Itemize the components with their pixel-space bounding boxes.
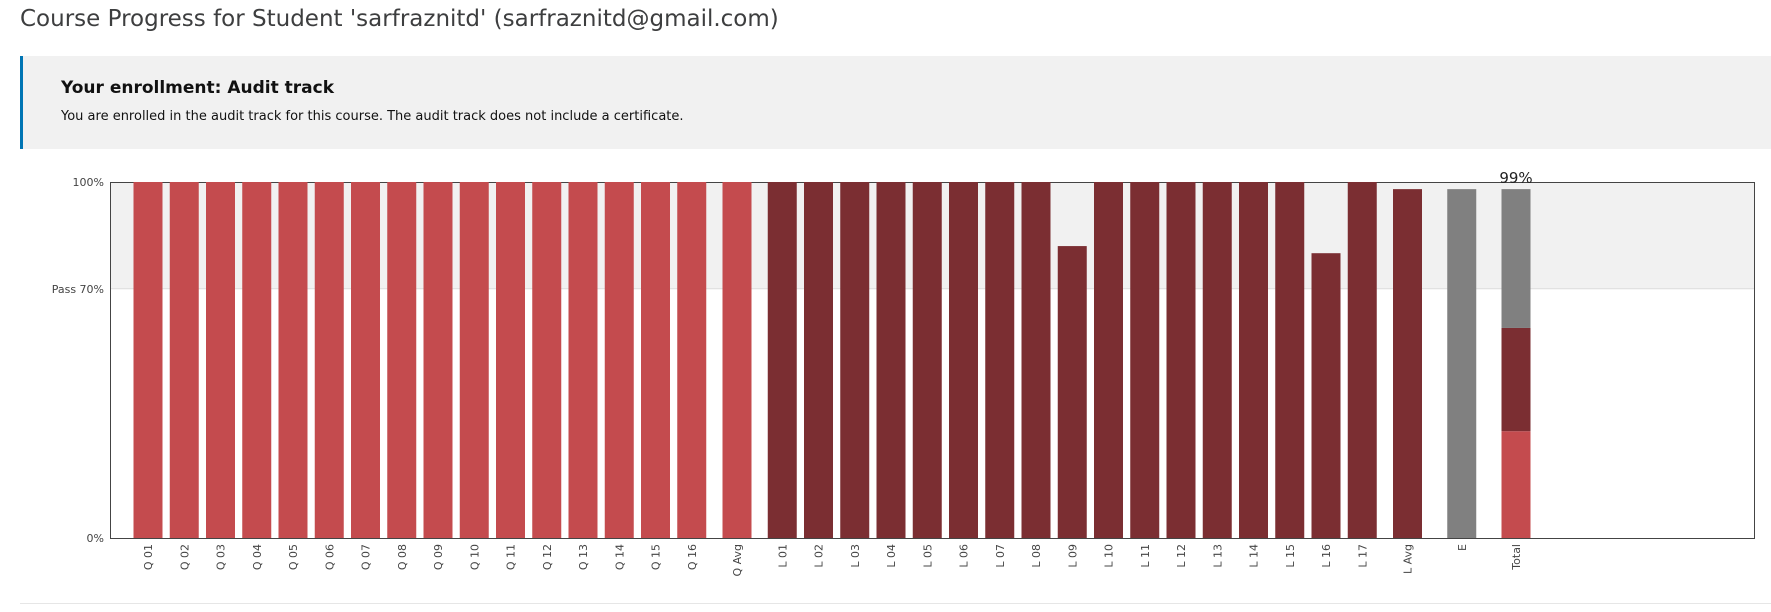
x-tick-label: L 17 xyxy=(1356,544,1369,568)
x-tick-label: L 12 xyxy=(1175,544,1188,568)
bar-total-segment-exam xyxy=(1501,189,1531,328)
divider xyxy=(20,603,1771,604)
x-tick-label: L 14 xyxy=(1248,544,1261,568)
bar-l-05 xyxy=(912,182,942,538)
y-tick-label: 100% xyxy=(73,176,104,189)
bar-q-09 xyxy=(423,182,453,538)
bar-l-04 xyxy=(876,182,906,538)
bar-l-09 xyxy=(1057,246,1087,538)
grade-chart: 100% Pass 70% 0% Q 01 Q 02 Q 03 Q 04 Q 05 Q 06 Q … xyxy=(0,160,1771,580)
x-tick-label: L Avg xyxy=(1402,544,1415,574)
bar-q-03 xyxy=(206,182,235,538)
bar-e xyxy=(1447,189,1477,538)
bar-q-05 xyxy=(278,182,308,538)
bar-l-08 xyxy=(1021,182,1051,538)
x-tick-label: L 07 xyxy=(994,544,1007,568)
x-tick-label: L 11 xyxy=(1139,544,1152,568)
bar-l-03 xyxy=(840,182,870,538)
enrollment-message: You are enrolled in the audit track for … xyxy=(61,109,684,124)
bar-l-11 xyxy=(1130,182,1160,538)
bar-l-07 xyxy=(985,182,1015,538)
bar-q-02 xyxy=(169,182,199,538)
bar-q-14 xyxy=(604,182,634,538)
x-tick-label: E xyxy=(1456,544,1469,551)
x-tick-label: Total xyxy=(1510,544,1523,571)
x-tick-label: L 15 xyxy=(1284,544,1297,568)
enrollment-title: Your enrollment: Audit track xyxy=(61,78,335,98)
bar-l-avg xyxy=(1393,189,1422,538)
x-tick-label: L 05 xyxy=(921,544,934,568)
x-tick-label: Q Avg xyxy=(731,544,744,577)
bar-q-08 xyxy=(387,182,417,538)
bar-l-01 xyxy=(767,182,797,538)
bar-q-01 xyxy=(133,182,163,538)
bar-l-02 xyxy=(804,182,833,538)
bar-q-16 xyxy=(677,182,707,538)
x-tick-label: Q 05 xyxy=(287,544,300,570)
bar-q-07 xyxy=(351,182,380,538)
bar-q-06 xyxy=(314,182,344,538)
x-tick-label: L 06 xyxy=(958,544,971,568)
x-tick-label: L 10 xyxy=(1103,544,1116,568)
x-tick-label: Q 15 xyxy=(650,544,663,570)
x-tick-label: Q 02 xyxy=(178,544,191,570)
bar-q-04 xyxy=(242,182,272,538)
x-tick-label: L 13 xyxy=(1211,544,1224,568)
x-tick-label: L 01 xyxy=(776,544,789,568)
bar-q-10 xyxy=(459,182,489,538)
x-tick-label: Q 03 xyxy=(215,544,228,570)
bar-q-12 xyxy=(532,182,562,538)
x-tick-label: Q 14 xyxy=(613,544,626,570)
y-tick-label: 0% xyxy=(87,532,104,545)
x-tick-label: Q 10 xyxy=(468,544,481,570)
x-tick-label: Q 13 xyxy=(577,544,590,570)
x-tick-label: Q 16 xyxy=(686,544,699,570)
x-tick-label: L 04 xyxy=(885,544,898,568)
bar-q-11 xyxy=(496,182,525,538)
bar-total-segment-lab xyxy=(1501,327,1531,432)
x-tick-label: L 02 xyxy=(813,544,826,568)
enrollment-notice: Your enrollment: Audit track You are enr… xyxy=(20,56,1771,149)
bar-q-avg xyxy=(722,182,752,538)
grade-chart-svg: 100% Pass 70% 0% Q 01 Q 02 Q 03 Q 04 Q 05 Q 06 Q … xyxy=(52,169,1755,577)
total-percent-label: 99% xyxy=(1499,169,1532,187)
page-title: Course Progress for Student 'sarfraznitd… xyxy=(20,6,779,32)
y-tick-label: Pass 70% xyxy=(52,283,104,296)
bar-l-16 xyxy=(1311,253,1341,538)
bar-l-14 xyxy=(1239,182,1268,538)
x-tick-label: Q 09 xyxy=(432,544,445,570)
bar-l-15 xyxy=(1275,182,1305,538)
x-tick-label: L 09 xyxy=(1066,544,1079,568)
x-tick-label: Q 12 xyxy=(541,544,554,570)
bar-q-15 xyxy=(641,182,670,538)
x-tick-label: Q 06 xyxy=(323,544,336,570)
x-tick-label: Q 04 xyxy=(251,544,264,570)
x-tick-label: L 16 xyxy=(1320,544,1333,568)
bar-total-segment-quiz xyxy=(1501,431,1531,538)
x-tick-label: Q 07 xyxy=(360,544,373,570)
bar-l-06 xyxy=(949,182,978,538)
bar-l-17 xyxy=(1347,182,1377,538)
x-tick-label: L 03 xyxy=(849,544,862,568)
x-tick-label: L 08 xyxy=(1030,544,1043,568)
x-tick-label: Q 01 xyxy=(142,544,155,570)
bar-l-12 xyxy=(1166,182,1196,538)
bar-l-13 xyxy=(1202,182,1232,538)
bar-l-10 xyxy=(1094,182,1123,538)
x-tick-label: Q 08 xyxy=(396,544,409,570)
bar-q-13 xyxy=(568,182,598,538)
x-tick-label: Q 11 xyxy=(505,544,518,570)
